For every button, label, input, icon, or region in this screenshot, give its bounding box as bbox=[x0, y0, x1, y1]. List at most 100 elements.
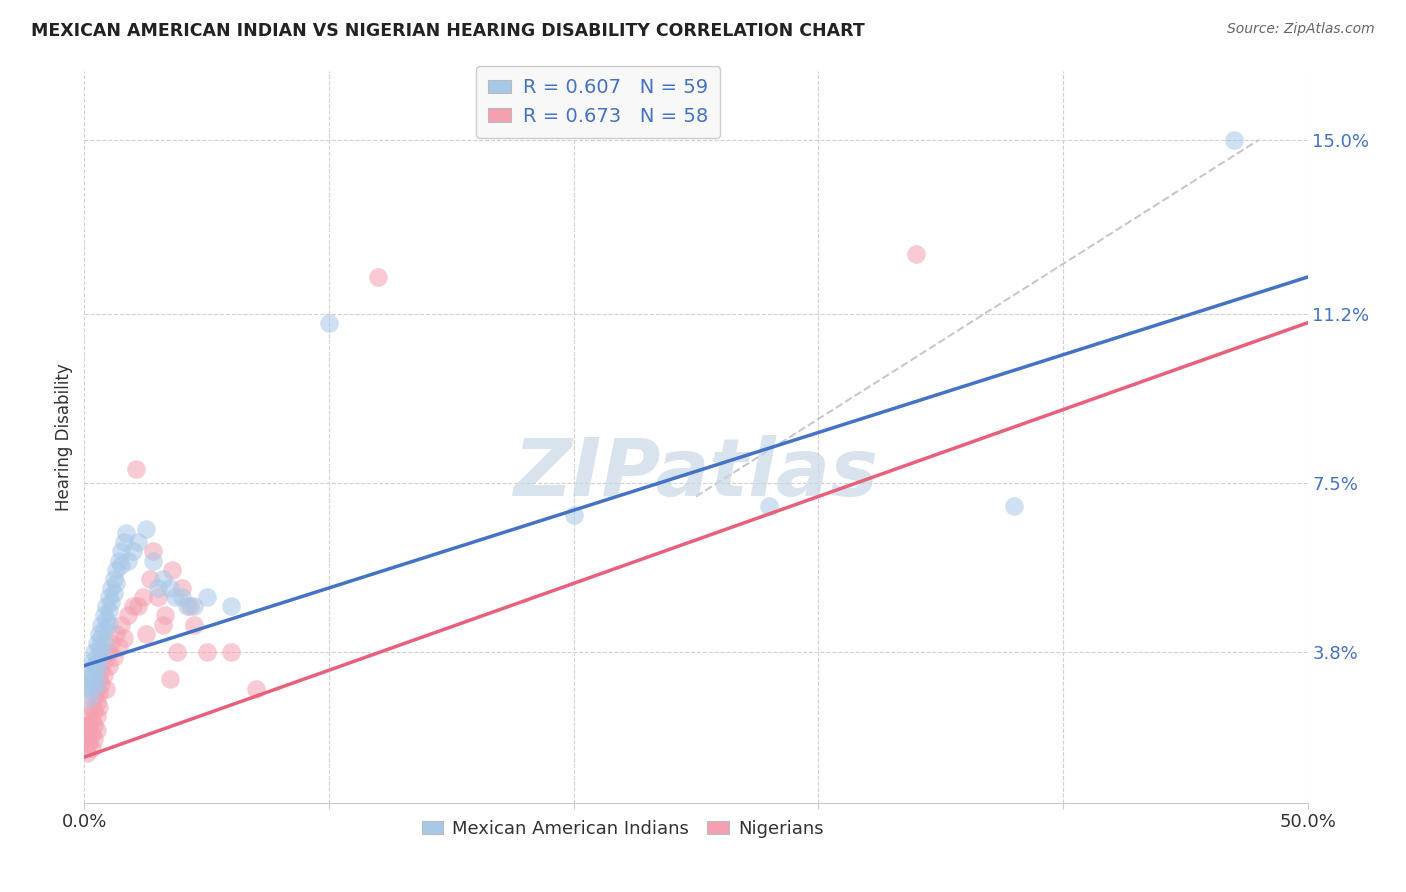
Point bbox=[179, 599, 201, 614]
Point bbox=[83, 673, 105, 687]
Point bbox=[76, 746, 98, 760]
Point bbox=[110, 558, 132, 573]
Point bbox=[103, 649, 125, 664]
Point bbox=[166, 645, 188, 659]
Point bbox=[162, 563, 184, 577]
Point bbox=[86, 681, 108, 696]
Point bbox=[153, 608, 176, 623]
Point bbox=[90, 663, 112, 677]
Point bbox=[1002, 499, 1025, 513]
Point bbox=[219, 599, 242, 614]
Point bbox=[86, 709, 108, 723]
Point bbox=[159, 581, 181, 595]
Point bbox=[86, 663, 108, 677]
Point bbox=[142, 544, 165, 558]
Point bbox=[90, 617, 112, 632]
Point bbox=[146, 590, 169, 604]
Point bbox=[1223, 133, 1246, 147]
Point bbox=[77, 709, 100, 723]
Point bbox=[77, 677, 100, 691]
Point bbox=[112, 632, 135, 646]
Point bbox=[905, 247, 928, 261]
Point bbox=[97, 658, 120, 673]
Point bbox=[103, 572, 125, 586]
Point bbox=[87, 686, 110, 700]
Point bbox=[80, 740, 103, 755]
Text: ZIPatlas: ZIPatlas bbox=[513, 434, 879, 513]
Point bbox=[117, 608, 139, 623]
Point bbox=[105, 576, 128, 591]
Text: Source: ZipAtlas.com: Source: ZipAtlas.com bbox=[1227, 22, 1375, 37]
Point bbox=[105, 563, 128, 577]
Point bbox=[183, 599, 205, 614]
Point bbox=[172, 581, 194, 595]
Point bbox=[96, 599, 118, 614]
Point bbox=[80, 727, 103, 741]
Point bbox=[77, 663, 100, 677]
Point bbox=[83, 645, 105, 659]
Point bbox=[86, 636, 108, 650]
Point bbox=[107, 553, 129, 567]
Y-axis label: Hearing Disability: Hearing Disability bbox=[55, 363, 73, 511]
Legend: Mexican American Indians, Nigerians: Mexican American Indians, Nigerians bbox=[415, 813, 831, 845]
Point bbox=[86, 677, 108, 691]
Point bbox=[80, 681, 103, 696]
Point bbox=[135, 521, 157, 535]
Point bbox=[87, 640, 110, 655]
Point bbox=[76, 727, 98, 741]
Point bbox=[562, 508, 585, 522]
Point bbox=[87, 673, 110, 687]
Point bbox=[90, 632, 112, 646]
Point bbox=[132, 590, 155, 604]
Point bbox=[163, 590, 186, 604]
Point bbox=[77, 727, 100, 741]
Point bbox=[96, 613, 118, 627]
Point bbox=[86, 695, 108, 709]
Point bbox=[80, 654, 103, 668]
Point bbox=[100, 594, 122, 608]
Point bbox=[125, 462, 148, 476]
Point bbox=[107, 640, 129, 655]
Point bbox=[195, 645, 218, 659]
Point bbox=[127, 599, 149, 614]
Point bbox=[758, 499, 780, 513]
Point bbox=[76, 673, 98, 687]
Point bbox=[142, 553, 165, 567]
Point bbox=[112, 535, 135, 549]
Point bbox=[97, 645, 120, 659]
Point bbox=[80, 667, 103, 682]
Point bbox=[127, 535, 149, 549]
Point bbox=[90, 645, 112, 659]
Point bbox=[83, 658, 105, 673]
Text: MEXICAN AMERICAN INDIAN VS NIGERIAN HEARING DISABILITY CORRELATION CHART: MEXICAN AMERICAN INDIAN VS NIGERIAN HEAR… bbox=[31, 22, 865, 40]
Point bbox=[110, 544, 132, 558]
Point bbox=[97, 617, 120, 632]
Point bbox=[135, 626, 157, 640]
Point bbox=[83, 731, 105, 746]
Point bbox=[97, 590, 120, 604]
Point bbox=[77, 736, 100, 750]
Point bbox=[83, 705, 105, 719]
Point bbox=[318, 316, 340, 330]
Point bbox=[367, 270, 389, 285]
Point bbox=[80, 699, 103, 714]
Point bbox=[115, 526, 138, 541]
Point bbox=[83, 690, 105, 705]
Point bbox=[183, 617, 205, 632]
Point bbox=[96, 681, 118, 696]
Point bbox=[105, 626, 128, 640]
Point bbox=[176, 599, 198, 614]
Point bbox=[245, 681, 267, 696]
Point bbox=[86, 649, 108, 664]
Point bbox=[159, 673, 181, 687]
Point bbox=[87, 626, 110, 640]
Point bbox=[93, 636, 115, 650]
Point bbox=[122, 544, 145, 558]
Point bbox=[100, 636, 122, 650]
Point bbox=[146, 581, 169, 595]
Point bbox=[122, 599, 145, 614]
Point bbox=[93, 608, 115, 623]
Point bbox=[76, 718, 98, 732]
Point bbox=[152, 572, 174, 586]
Point bbox=[77, 690, 100, 705]
